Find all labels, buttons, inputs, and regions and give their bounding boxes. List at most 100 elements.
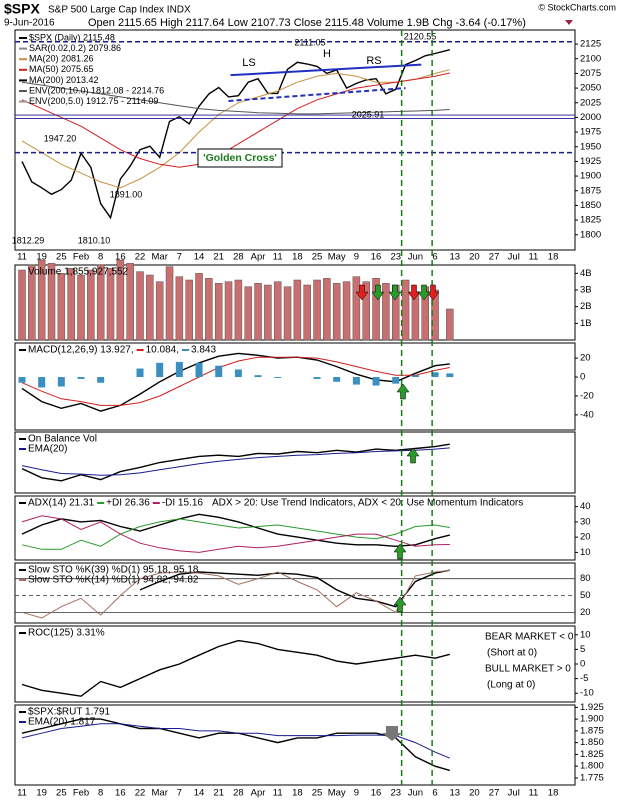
x-tick-label: 20 xyxy=(469,788,480,799)
bar xyxy=(47,263,56,341)
x-tick-label: May xyxy=(328,788,346,799)
bar xyxy=(215,365,223,378)
market-note: BEAR MARKET < 0 xyxy=(485,632,574,643)
price-annotation: 1947.20 xyxy=(44,133,77,143)
y-tick-label: 5 xyxy=(580,644,585,655)
x-tick-label: 8 xyxy=(98,788,103,799)
bar xyxy=(264,284,272,341)
bar xyxy=(446,373,454,378)
bar xyxy=(175,276,184,341)
price-annotation: H xyxy=(323,48,331,60)
x-tick-label: 8 xyxy=(98,252,103,263)
y-tick-label: 1.925 xyxy=(580,702,604,713)
x-tick-label: 19 xyxy=(36,252,47,263)
x-tick-label: 9 xyxy=(354,788,359,799)
x-tick-label: 18 xyxy=(292,252,303,263)
quote: Open 2115.65 High 2117.64 Low 2107.73 Cl… xyxy=(88,17,526,29)
bar xyxy=(57,273,66,341)
x-tick-label: Mar xyxy=(152,788,168,799)
bar xyxy=(244,286,252,341)
series-line xyxy=(21,515,450,553)
legend-entry: -DI 15.16 xyxy=(162,498,204,509)
x-tick-label: 19 xyxy=(36,788,47,799)
price-annotation: 2120.55 xyxy=(404,31,437,41)
x-tick-label: Feb xyxy=(73,788,89,799)
bar xyxy=(18,269,26,341)
bar xyxy=(77,377,85,379)
legend-entry: MACD(12,26,9) 13.927, xyxy=(28,345,134,356)
x-tick-label: 16 xyxy=(115,252,126,263)
y-tick-label: 40 xyxy=(580,501,591,512)
up-arrow xyxy=(396,383,410,400)
bar xyxy=(234,369,242,378)
price-annotation: 2111.05 xyxy=(294,37,325,47)
x-tick-label: 25 xyxy=(56,252,67,263)
series-line xyxy=(21,513,450,548)
legend-entry: MA(20) 2081.26 xyxy=(29,54,94,64)
bar xyxy=(283,286,292,341)
y-tick-label: 0 xyxy=(580,659,585,670)
y-tick-label: 1.850 xyxy=(580,737,604,748)
date: 9-Jun-2016 xyxy=(4,18,55,29)
y-tick-label: 1900 xyxy=(580,171,601,182)
y-tick-label: 2100 xyxy=(580,53,601,64)
panel-frame xyxy=(14,29,576,251)
x-tick-label: 6 xyxy=(432,788,437,799)
bar xyxy=(372,278,380,341)
y-tick-label: 1.875 xyxy=(580,725,604,736)
copyright: © StockCharts.com xyxy=(538,2,616,12)
y-tick-label: 2025 xyxy=(580,97,601,108)
x-tick-label: 16 xyxy=(115,788,126,799)
legend-entry: EMA(20) 1.817 xyxy=(28,717,96,728)
down-arrow xyxy=(417,284,431,301)
bar xyxy=(126,263,134,341)
series-line xyxy=(21,518,450,550)
bar xyxy=(57,377,65,387)
x-tick-label: 11 xyxy=(273,788,283,799)
y-tick-label: 1.775 xyxy=(580,772,604,783)
legend-entry: ENV(200,5.0) 1912.75 - 2114.09 xyxy=(29,96,158,106)
price-annotation: LS xyxy=(242,57,255,69)
x-tick-label: 13 xyxy=(449,252,460,263)
y-tick-label: 20 xyxy=(580,353,591,364)
x-tick-label: 23 xyxy=(390,252,401,263)
x-tick-label: 13 xyxy=(449,788,460,799)
y-tick-label: 1800 xyxy=(580,229,601,240)
bar xyxy=(136,271,144,341)
x-tick-label: 16 xyxy=(371,252,382,263)
legend-entry: ADX(14) 21.31 xyxy=(28,498,95,509)
legend-entry: ENV(200,10.0) 1812.08 - 2214.76 xyxy=(29,85,164,95)
bar xyxy=(37,259,46,341)
bar xyxy=(303,284,311,341)
bar xyxy=(431,372,439,378)
price-annotation: 2025.91 xyxy=(352,109,385,119)
bar xyxy=(342,281,351,341)
x-tick-label: 21 xyxy=(213,788,224,799)
x-tick-label: 7 xyxy=(177,252,182,263)
x-tick-label: Jun xyxy=(408,252,423,263)
bar xyxy=(156,362,164,378)
x-tick-label: 11 xyxy=(528,252,538,263)
x-tick-label: Apr xyxy=(251,788,266,799)
down-arrow xyxy=(355,284,369,301)
panel-frame xyxy=(14,562,576,624)
series-line xyxy=(21,569,450,619)
y-tick-label: 2000 xyxy=(580,112,601,123)
x-tick-label: 25 xyxy=(56,788,67,799)
x-tick-label: 16 xyxy=(371,788,382,799)
legend-entry: $SPX (Daily) 2115.48 xyxy=(29,32,115,42)
up-arrow xyxy=(393,596,407,613)
x-tick-label: 27 xyxy=(489,252,500,263)
x-tick-label: Mar xyxy=(152,252,168,263)
x-tick-label: Apr xyxy=(251,252,266,263)
bar xyxy=(155,281,164,341)
trend-line xyxy=(228,87,406,102)
bar xyxy=(87,269,95,341)
y-tick-label: 0 xyxy=(580,372,585,383)
bar xyxy=(274,377,282,378)
bar xyxy=(234,279,243,341)
x-tick-label: 21 xyxy=(213,252,224,263)
y-tick-label: 10 xyxy=(580,629,591,640)
